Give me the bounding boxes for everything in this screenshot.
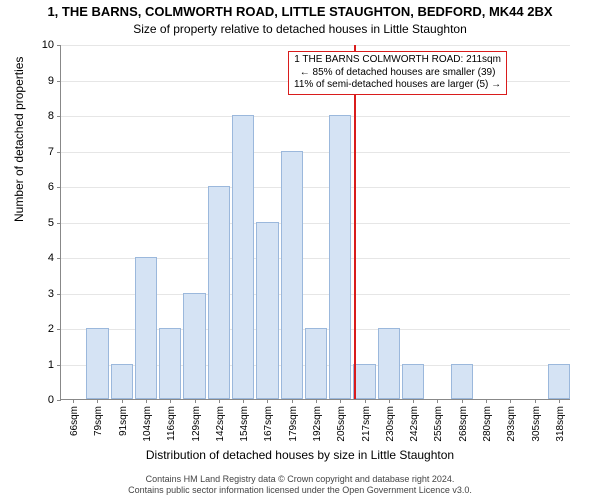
histogram-bar <box>86 328 108 399</box>
xtick-mark <box>389 399 390 403</box>
gridline <box>61 116 570 117</box>
ytick-mark <box>57 329 61 330</box>
xtick-mark <box>365 399 366 403</box>
xtick-label: 230sqm <box>385 406 396 442</box>
xtick-label: 154sqm <box>239 406 250 442</box>
annotation-line3: 11% of semi-detached houses are larger (… <box>294 79 501 92</box>
xtick-mark <box>146 399 147 403</box>
ytick-label: 4 <box>24 252 54 264</box>
gridline <box>61 152 570 153</box>
annotation-box: 1 THE BARNS COLMWORTH ROAD: 211sqm ← 85%… <box>288 51 507 95</box>
x-axis-label: Distribution of detached houses by size … <box>0 448 600 462</box>
histogram-bar <box>305 328 327 399</box>
histogram-bar <box>135 257 157 399</box>
histogram-bar <box>183 293 205 400</box>
histogram-bar <box>232 115 254 399</box>
ytick-mark <box>57 294 61 295</box>
gridline <box>61 45 570 46</box>
annotation-line2: ← 85% of detached houses are smaller (39… <box>294 67 501 80</box>
histogram-bar <box>378 328 400 399</box>
xtick-label: 293sqm <box>506 406 517 442</box>
ytick-label: 9 <box>24 75 54 87</box>
xtick-mark <box>122 399 123 403</box>
histogram-bar <box>281 151 303 400</box>
xtick-mark <box>170 399 171 403</box>
ytick-label: 6 <box>24 181 54 193</box>
gridline <box>61 223 570 224</box>
ytick-label: 3 <box>24 288 54 300</box>
ytick-mark <box>57 187 61 188</box>
ytick-mark <box>57 152 61 153</box>
histogram-chart: 66sqm79sqm91sqm104sqm116sqm129sqm142sqm1… <box>60 45 570 400</box>
annotation-line1: 1 THE BARNS COLMWORTH ROAD: 211sqm <box>294 54 501 67</box>
xtick-label: 255sqm <box>433 406 444 442</box>
xtick-label: 66sqm <box>69 406 80 436</box>
xtick-label: 79sqm <box>93 406 104 436</box>
ytick-label: 0 <box>24 394 54 406</box>
xtick-label: 116sqm <box>166 406 177 441</box>
histogram-bar <box>329 115 351 399</box>
xtick-label: 242sqm <box>409 406 420 442</box>
ytick-mark <box>57 45 61 46</box>
xtick-mark <box>559 399 560 403</box>
xtick-mark <box>97 399 98 403</box>
xtick-mark <box>267 399 268 403</box>
reference-line <box>354 45 356 399</box>
ytick-mark <box>57 365 61 366</box>
gridline <box>61 187 570 188</box>
ytick-label: 10 <box>24 39 54 51</box>
xtick-mark <box>219 399 220 403</box>
histogram-bar <box>402 364 424 400</box>
footnote: Contains HM Land Registry data © Crown c… <box>0 474 600 496</box>
ytick-mark <box>57 223 61 224</box>
ytick-label: 8 <box>24 110 54 122</box>
xtick-label: 192sqm <box>312 406 323 442</box>
xtick-label: 129sqm <box>191 406 202 442</box>
xtick-mark <box>413 399 414 403</box>
xtick-mark <box>437 399 438 403</box>
ytick-label: 5 <box>24 217 54 229</box>
histogram-bar <box>208 186 230 399</box>
xtick-label: 205sqm <box>336 406 347 442</box>
xtick-mark <box>243 399 244 403</box>
histogram-bar <box>111 364 133 400</box>
xtick-label: 305sqm <box>531 406 542 442</box>
xtick-mark <box>195 399 196 403</box>
xtick-label: 318sqm <box>555 406 566 442</box>
histogram-bar <box>159 328 181 399</box>
xtick-mark <box>316 399 317 403</box>
ytick-label: 2 <box>24 323 54 335</box>
chart-container: 1, THE BARNS, COLMWORTH ROAD, LITTLE STA… <box>0 0 600 500</box>
xtick-mark <box>462 399 463 403</box>
xtick-label: 142sqm <box>215 406 226 442</box>
xtick-mark <box>292 399 293 403</box>
histogram-bar <box>548 364 570 400</box>
xtick-mark <box>510 399 511 403</box>
footnote-line2: Contains public sector information licen… <box>0 485 600 496</box>
xtick-label: 280sqm <box>482 406 493 442</box>
histogram-bar <box>451 364 473 400</box>
xtick-label: 217sqm <box>361 406 372 442</box>
ytick-label: 1 <box>24 359 54 371</box>
xtick-label: 91sqm <box>118 406 129 436</box>
ytick-mark <box>57 116 61 117</box>
ytick-label: 7 <box>24 146 54 158</box>
plot-area: 66sqm79sqm91sqm104sqm116sqm129sqm142sqm1… <box>60 45 570 400</box>
xtick-mark <box>340 399 341 403</box>
ytick-mark <box>57 81 61 82</box>
xtick-mark <box>535 399 536 403</box>
xtick-label: 179sqm <box>288 406 299 442</box>
xtick-mark <box>73 399 74 403</box>
xtick-label: 268sqm <box>458 406 469 442</box>
ytick-mark <box>57 400 61 401</box>
histogram-bar <box>256 222 278 400</box>
chart-subtitle: Size of property relative to detached ho… <box>0 22 600 36</box>
xtick-label: 167sqm <box>263 406 274 442</box>
footnote-line1: Contains HM Land Registry data © Crown c… <box>0 474 600 485</box>
histogram-bar <box>353 364 375 400</box>
xtick-label: 104sqm <box>142 406 153 442</box>
xtick-mark <box>486 399 487 403</box>
ytick-mark <box>57 258 61 259</box>
chart-title-address: 1, THE BARNS, COLMWORTH ROAD, LITTLE STA… <box>0 4 600 19</box>
